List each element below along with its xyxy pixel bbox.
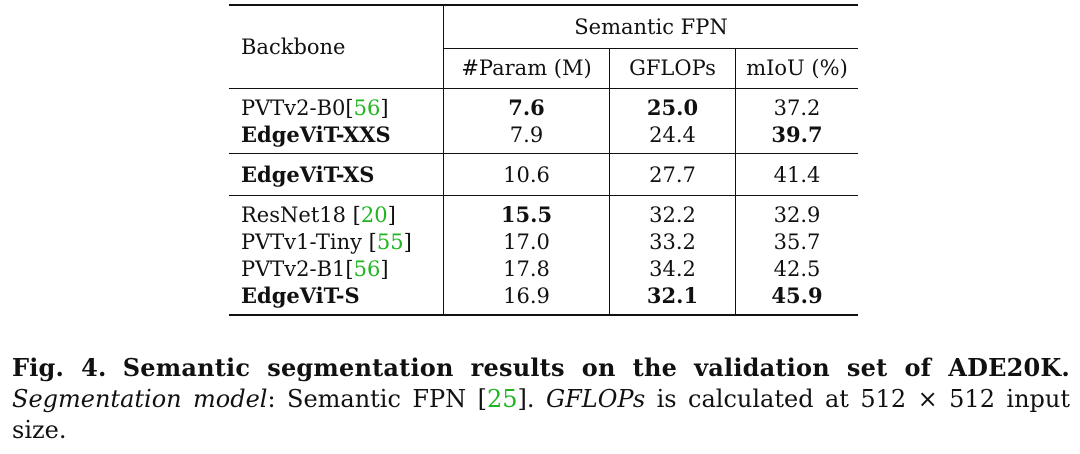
table-row: EdgeViT-S 16.9 32.1 45.9 [229, 282, 858, 315]
table-row: PVTv2-B1[56] 17.8 34.2 42.5 [229, 255, 858, 282]
cell-backbone: PVTv1-Tiny [55] [241, 229, 412, 254]
cell-backbone: ResNet18 [20] [241, 202, 396, 227]
backbone-name: PVTv1-Tiny [241, 229, 369, 254]
header-group-label: Semantic FPN [574, 15, 728, 39]
cell-param: 17.0 [443, 228, 610, 255]
caption-gflops-text: is calculated at 512 × 512 input size. [12, 385, 1070, 444]
cell-gflops: 27.7 [609, 153, 736, 196]
cell-miou: 37.2 [735, 88, 858, 121]
header-sub-rule [444, 48, 858, 49]
cell-backbone: EdgeViT-S [229, 282, 444, 315]
cell-miou: 45.9 [735, 282, 858, 315]
caption-citation[interactable]: 25 [486, 385, 518, 413]
cell-param: 17.8 [443, 255, 610, 282]
header-semantic-fpn: Semantic FPN [443, 5, 858, 49]
citation-link[interactable]: 56 [353, 95, 381, 120]
cell-backbone: EdgeViT-XS [229, 154, 444, 196]
caption-gflops-label: GFLOPs [545, 385, 646, 413]
cell-miou: 41.4 [735, 153, 858, 196]
table-row: EdgeViT-XXS 7.9 24.4 39.7 [229, 121, 858, 154]
cell-gflops: 34.2 [609, 255, 736, 282]
citation-link[interactable]: 56 [353, 256, 381, 281]
cell-gflops: 33.2 [609, 228, 736, 255]
header-miou: mIoU (%) [735, 48, 858, 89]
results-table-container: Backbone Semantic FPN #Param (M) GFLOPs … [229, 4, 858, 316]
table-row: ResNet18 [20] 15.5 32.2 32.9 [229, 195, 858, 228]
header-gflops: GFLOPs [609, 48, 736, 89]
header-param: #Param (M) [443, 48, 610, 89]
citation-link[interactable]: 55 [376, 229, 404, 254]
caption-model-label: Segmentation model [12, 385, 268, 413]
cell-gflops: 24.4 [609, 121, 736, 154]
backbone-name: EdgeViT-S [241, 283, 360, 308]
cell-param: 7.6 [443, 88, 610, 121]
table-row: PVTv1-Tiny [55] 17.0 33.2 35.7 [229, 228, 858, 255]
cell-gflops: 25.0 [609, 88, 736, 121]
header-backbone: Backbone [241, 35, 346, 59]
cell-param: 15.5 [443, 195, 610, 228]
backbone-name: PVTv2-B0 [241, 95, 346, 120]
cell-backbone: PVTv2-B0[56] [241, 95, 389, 120]
caption-model-text: : Semantic FPN [267, 385, 478, 413]
cell-param: 10.6 [443, 153, 610, 196]
header-row-1: Backbone Semantic FPN [229, 5, 858, 59]
cell-miou: 42.5 [735, 255, 858, 282]
cell-gflops: 32.1 [609, 282, 736, 315]
backbone-name: ResNet18 [241, 202, 353, 227]
citation-link[interactable]: 20 [360, 202, 388, 227]
table-row: PVTv2-B0[56] 7.6 25.0 37.2 [229, 88, 858, 121]
caption-title: Semantic segmentation results on the val… [122, 353, 1070, 382]
backbone-name: EdgeViT-XXS [241, 122, 391, 147]
backbone-name: PVTv2-B1 [241, 256, 346, 281]
cell-miou: 32.9 [735, 195, 858, 228]
table-row: EdgeViT-XS 10.6 27.7 41.4 [229, 153, 858, 196]
caption-label: Fig. 4. [12, 353, 107, 382]
results-table: Backbone Semantic FPN #Param (M) GFLOPs … [229, 4, 858, 316]
cell-miou: 35.7 [735, 228, 858, 255]
cell-miou: 39.7 [735, 121, 858, 154]
cell-param: 7.9 [443, 121, 610, 154]
figure-caption: Fig. 4. Semantic segmentation results on… [12, 353, 1070, 444]
cell-backbone: EdgeViT-XXS [229, 121, 444, 154]
cell-param: 16.9 [443, 282, 610, 315]
header-row-2: #Param (M) GFLOPs mIoU (%) [229, 48, 858, 89]
backbone-name: EdgeViT-XS [241, 162, 375, 187]
cell-gflops: 32.2 [609, 195, 736, 228]
cell-backbone: PVTv2-B1[56] [241, 256, 389, 281]
